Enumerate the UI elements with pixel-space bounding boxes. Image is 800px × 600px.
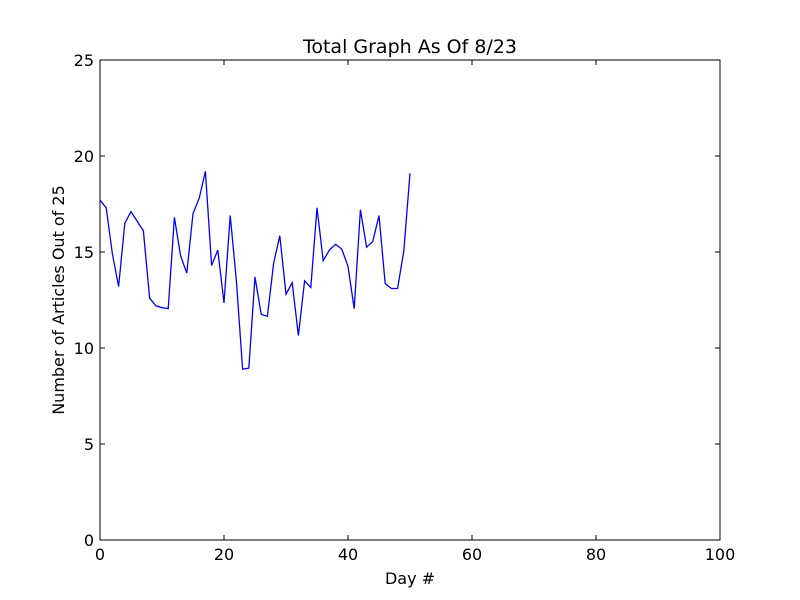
x-tick-label: 100 [705,545,736,564]
x-tick-label: 40 [338,545,358,564]
x-tick-label: 0 [95,545,105,564]
y-axis-ticks: 0 5 10 15 20 25 [74,51,720,550]
x-axis-ticks: 0 20 40 60 80 100 [95,60,735,564]
series-line [99,171,411,370]
y-tick-label: 5 [84,435,94,454]
y-tick-label: 0 [84,531,94,550]
plot-area [99,59,721,541]
chart-title: Total Graph As Of 8/23 [302,36,517,58]
y-tick-label: 20 [74,147,94,166]
y-tick-label: 25 [74,51,94,70]
y-tick-label: 10 [74,339,94,358]
x-tick-label: 60 [462,545,482,564]
x-axis-label: Day # [385,569,435,588]
y-tick-label: 15 [74,243,94,262]
y-axis-label: Number of Articles Out of 25 [49,185,68,415]
x-tick-label: 80 [586,545,606,564]
x-tick-label: 20 [214,545,234,564]
